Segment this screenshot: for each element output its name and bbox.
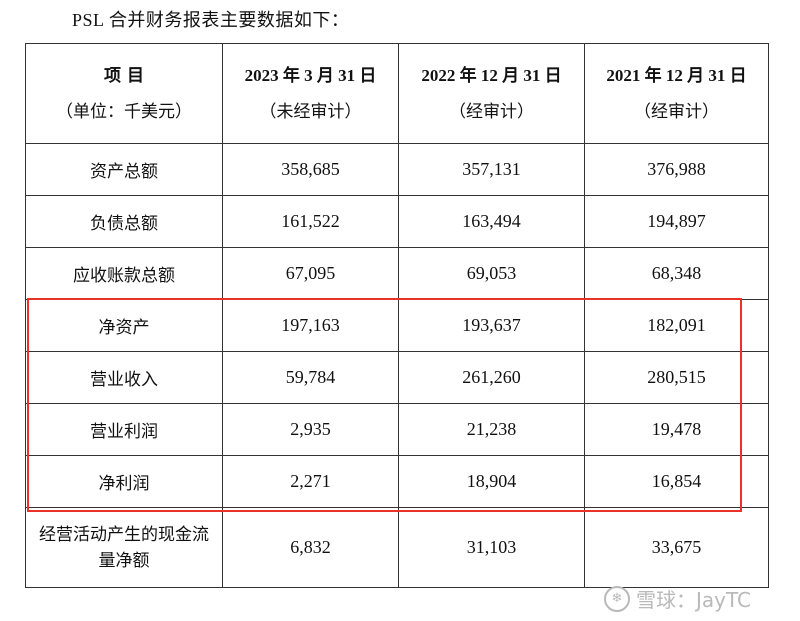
row-value: 376,988 [584, 143, 769, 196]
table-header-row: 项 目 （单位：千美元） 2023 年 3 月 31 日 （未经审计） 2022… [25, 43, 769, 144]
header-col-2021: 2021 年 12 月 31 日 （经审计） [584, 43, 769, 144]
row-value: 59,784 [222, 351, 399, 404]
header-col-2022: 2022 年 12 月 31 日 （经审计） [398, 43, 585, 144]
row-value: 193,637 [398, 299, 585, 352]
row-value: 19,478 [584, 403, 769, 456]
snowball-logo-icon: ❄ [604, 585, 630, 612]
row-label: 应收账款总额 [25, 247, 223, 300]
row-value: 2,935 [222, 403, 399, 456]
table-row: 净资产 197,163 193,637 182,091 [25, 299, 769, 352]
row-value: 6,832 [222, 507, 399, 588]
row-label-line: 经营活动产生的现金流 [39, 524, 209, 545]
header-col-2023: 2023 年 3 月 31 日 （未经审计） [222, 43, 399, 144]
row-value: 31,103 [398, 507, 585, 588]
watermark-text: 雪球：JayTC [636, 588, 751, 612]
watermark: ❄ 雪球：JayTC [604, 584, 751, 613]
row-value: 194,897 [584, 195, 769, 248]
row-value: 18,904 [398, 455, 585, 508]
row-value: 68,348 [584, 247, 769, 300]
row-value: 16,854 [584, 455, 769, 508]
header-date: 2021 年 12 月 31 日 [606, 65, 747, 85]
header-note: （未经审计） [259, 101, 362, 122]
row-value: 358,685 [222, 143, 399, 196]
financial-table: 项 目 （单位：千美元） 2023 年 3 月 31 日 （未经审计） 2022… [25, 43, 769, 588]
row-label-line: 量净额 [98, 550, 150, 571]
header-unit-label: （单位：千美元） [56, 101, 192, 122]
row-value: 21,238 [398, 403, 585, 456]
row-label: 负债总额 [25, 195, 223, 248]
row-value: 163,494 [398, 195, 585, 248]
header-date: 2023 年 3 月 31 日 [244, 65, 377, 85]
header-note: （经审计） [449, 101, 534, 122]
row-value: 67,095 [222, 247, 399, 300]
intro-text: PSL 合并财务报表主要数据如下： [72, 10, 350, 30]
header-date: 2022 年 12 月 31 日 [421, 65, 562, 85]
row-label: 净利润 [25, 455, 223, 508]
row-label: 资产总额 [25, 143, 223, 196]
table-row: 营业收入 59,784 261,260 280,515 [25, 351, 769, 404]
row-value: 33,675 [584, 507, 769, 588]
row-value: 161,522 [222, 195, 399, 248]
row-value: 261,260 [398, 351, 585, 404]
header-item-cell: 项 目 （单位：千美元） [25, 43, 223, 144]
row-label: 经营活动产生的现金流 量净额 [25, 507, 223, 588]
header-note: （经审计） [634, 101, 719, 122]
table-row: 经营活动产生的现金流 量净额 6,832 31,103 33,675 [25, 507, 769, 588]
row-value: 197,163 [222, 299, 399, 352]
table-row: 营业利润 2,935 21,238 19,478 [25, 403, 769, 456]
row-value: 69,053 [398, 247, 585, 300]
row-label: 营业收入 [25, 351, 223, 404]
table-row: 负债总额 161,522 163,494 194,897 [25, 195, 769, 248]
header-item-label: 项 目 [104, 65, 144, 86]
row-value: 2,271 [222, 455, 399, 508]
table-row: 应收账款总额 67,095 69,053 68,348 [25, 247, 769, 300]
table-row: 资产总额 358,685 357,131 376,988 [25, 143, 769, 196]
row-label: 净资产 [25, 299, 223, 352]
table-row: 净利润 2,271 18,904 16,854 [25, 455, 769, 508]
row-value: 182,091 [584, 299, 769, 352]
row-label: 营业利润 [25, 403, 223, 456]
row-value: 280,515 [584, 351, 769, 404]
row-value: 357,131 [398, 143, 585, 196]
